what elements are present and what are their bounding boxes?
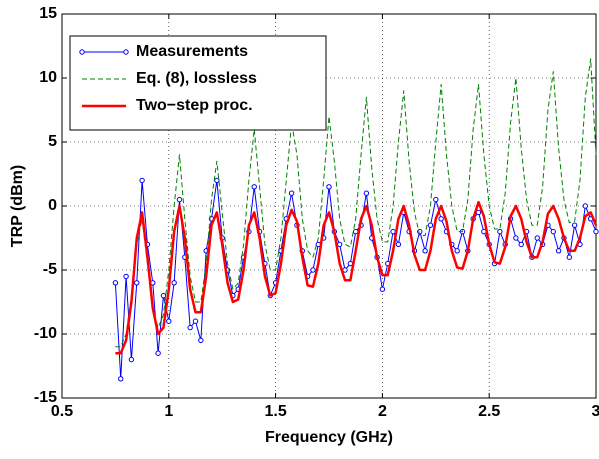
- data-point: [518, 241, 524, 248]
- data-point: [454, 248, 460, 254]
- data-point: [198, 337, 204, 344]
- data-point: [134, 280, 140, 286]
- data-point: [155, 350, 161, 356]
- data-point: [534, 235, 540, 241]
- data-point: [417, 228, 423, 235]
- data-point: [438, 216, 444, 222]
- data-point: [187, 324, 193, 331]
- data-point: [118, 376, 124, 382]
- data-point: [112, 280, 119, 286]
- legend-marker: [123, 49, 129, 55]
- data-point: [433, 196, 439, 203]
- y-tick-label: -15: [34, 389, 57, 406]
- data-point: [166, 318, 172, 324]
- legend-marker: [79, 49, 85, 55]
- data-point: [171, 280, 177, 286]
- data-point: [251, 184, 257, 190]
- legend-label: Measurements: [136, 43, 248, 60]
- data-point: [123, 273, 129, 280]
- y-tick-label: -5: [43, 261, 57, 278]
- data-point: [128, 356, 135, 363]
- data-point: [379, 286, 386, 292]
- data-point: [160, 292, 167, 299]
- data-point: [390, 228, 396, 235]
- data-point: [353, 228, 359, 235]
- data-point: [571, 222, 578, 228]
- data-point: [326, 184, 332, 190]
- y-tick-label: 15: [39, 5, 57, 22]
- data-point: [497, 228, 503, 235]
- x-axis-label: Frequency (GHz): [265, 429, 393, 446]
- y-tick-label: 0: [48, 197, 57, 214]
- data-point: [176, 196, 183, 203]
- data-point: [395, 241, 402, 248]
- data-point: [422, 248, 428, 254]
- y-axis-label: TRP (dBm): [9, 165, 26, 247]
- data-point: [550, 228, 556, 235]
- data-point: [593, 228, 599, 235]
- x-tick-label: 1.5: [264, 403, 286, 420]
- series-line: [115, 200, 598, 355]
- data-point: [310, 267, 316, 273]
- x-tick-label: 3: [592, 403, 599, 420]
- data-point: [336, 241, 343, 248]
- series-line: [115, 58, 597, 348]
- y-tick-label: -10: [34, 325, 57, 342]
- data-point: [555, 248, 562, 254]
- data-point: [566, 254, 572, 260]
- plot-frame: [61, 13, 597, 399]
- data-point: [513, 235, 519, 241]
- data-point: [192, 318, 199, 324]
- data-point: [427, 222, 434, 228]
- y-tick-label: 5: [48, 133, 57, 150]
- x-tick-label: 2.5: [478, 403, 500, 420]
- data-point: [363, 190, 370, 196]
- data-point: [214, 177, 220, 184]
- legend-label: Eq. (8), lossless: [136, 70, 257, 87]
- legend-label: Two−step proc.: [136, 97, 253, 114]
- x-tick-label: 0.5: [51, 403, 73, 420]
- y-tick-label: 10: [39, 69, 57, 86]
- x-tick-label: 1: [164, 403, 173, 420]
- data-point: [582, 203, 589, 209]
- x-tick-label: 2: [378, 403, 387, 420]
- data-point: [288, 190, 295, 196]
- data-point: [139, 177, 145, 184]
